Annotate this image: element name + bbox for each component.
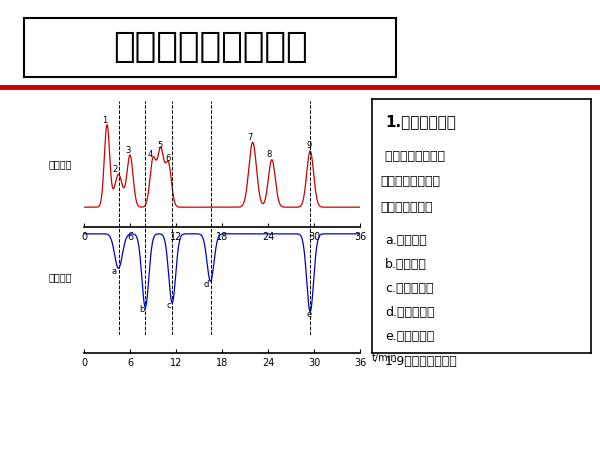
Text: 用已知纯物质与未: 用已知纯物质与未 <box>381 150 445 163</box>
Text: 行定性分析图示: 行定性分析图示 <box>381 201 433 214</box>
Text: 1-9：未知物色谱峰: 1-9：未知物色谱峰 <box>385 355 458 368</box>
Text: d.正丁醇峰；: d.正丁醇峰； <box>385 306 434 319</box>
Text: c.正丙醇峰；: c.正丙醇峰； <box>385 282 434 295</box>
Text: 8: 8 <box>267 150 272 159</box>
Text: 9: 9 <box>307 141 312 150</box>
Text: 1: 1 <box>102 116 107 125</box>
Text: a.甲醇峰；: a.甲醇峰； <box>385 234 427 247</box>
Text: d: d <box>204 279 209 288</box>
Text: b.乙醇峰；: b.乙醇峰； <box>385 258 427 271</box>
Text: 2: 2 <box>112 165 117 174</box>
Text: t/min: t/min <box>371 353 397 363</box>
Text: 4: 4 <box>148 150 152 159</box>
Text: 定性分析与定量分析: 定性分析与定量分析 <box>113 30 307 64</box>
Text: 5: 5 <box>157 141 163 150</box>
Text: t/min: t/min <box>371 227 397 237</box>
Text: e.正戊醇峰；: e.正戊醇峰； <box>385 330 434 343</box>
Text: 未知样品: 未知样品 <box>49 159 73 169</box>
Text: 7: 7 <box>248 133 253 142</box>
Text: e: e <box>307 310 312 319</box>
Text: a: a <box>112 266 116 275</box>
Text: 3: 3 <box>125 146 130 155</box>
Text: 知样品对照比较进: 知样品对照比较进 <box>381 176 441 188</box>
Text: b: b <box>139 306 144 315</box>
Text: c: c <box>166 301 170 310</box>
Text: 标准醇样: 标准醇样 <box>49 272 73 282</box>
Text: 1.保留时间定性: 1.保留时间定性 <box>385 114 456 129</box>
Text: 6: 6 <box>165 154 170 163</box>
